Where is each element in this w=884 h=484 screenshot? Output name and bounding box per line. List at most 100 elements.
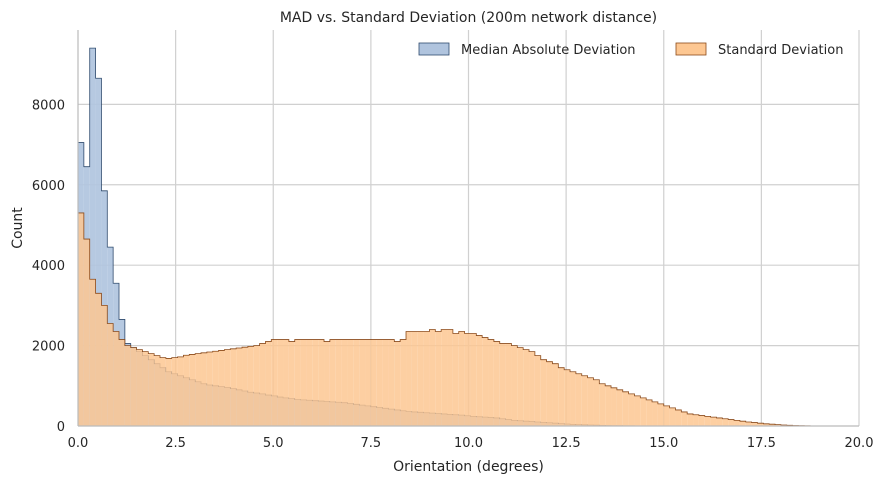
histogram-bar xyxy=(242,347,248,426)
series-outline xyxy=(77,212,859,427)
histogram-bar xyxy=(505,343,512,426)
chart-title: MAD vs. Standard Deviation (200m network… xyxy=(280,10,657,26)
x-tick-label: 0.0 xyxy=(68,436,89,451)
legend-item: Standard Deviation xyxy=(675,42,843,58)
histogram-bar xyxy=(564,369,571,426)
histogram-bar xyxy=(165,358,172,426)
histogram-bar xyxy=(376,339,383,426)
histogram-bar xyxy=(119,339,125,426)
histogram-bar xyxy=(89,48,96,426)
histogram-bar xyxy=(482,337,489,426)
histogram-bar xyxy=(458,331,465,426)
histogram-bar xyxy=(722,418,729,426)
y-tick-label: 6000 xyxy=(32,179,65,194)
histogram-bar xyxy=(148,353,155,426)
histogram-bar xyxy=(365,339,371,426)
histogram-bar xyxy=(640,397,647,426)
x-tick-label: 5.0 xyxy=(263,436,284,451)
histogram-bar xyxy=(616,389,623,426)
histogram-bar xyxy=(324,341,330,426)
x-tick-label: 17.5 xyxy=(747,436,776,451)
histogram-bar xyxy=(353,339,360,426)
legend-label: Standard Deviation xyxy=(718,43,843,58)
y-axis-title: Count xyxy=(10,207,26,249)
histogram-bar xyxy=(201,352,207,426)
histogram-bar xyxy=(429,329,436,426)
histogram-bar xyxy=(78,212,84,426)
x-axis-title: Orientation (degrees) xyxy=(393,459,544,475)
legend-label: Median Absolute Deviation xyxy=(461,43,636,58)
histogram-bar xyxy=(136,349,143,426)
histogram-bar xyxy=(488,339,494,426)
histogram-bar xyxy=(335,339,342,426)
histogram-bar xyxy=(370,339,377,426)
legend-item: Median Absolute Deviation xyxy=(418,42,636,58)
series-1 xyxy=(77,212,859,427)
histogram-bar xyxy=(130,347,137,426)
histogram-bar xyxy=(177,356,184,426)
histogram-bar xyxy=(95,78,102,426)
histogram-bar xyxy=(341,339,348,426)
histogram-bar xyxy=(124,345,131,426)
histogram-bar xyxy=(769,424,776,426)
histogram-bar xyxy=(663,405,670,426)
histogram-bar xyxy=(277,339,284,426)
histogram-bar xyxy=(728,419,735,426)
histogram-bar xyxy=(493,341,500,426)
histogram-bar xyxy=(452,333,459,426)
legend-swatch xyxy=(418,42,450,56)
y-tick-label: 4000 xyxy=(32,259,65,274)
legend: Median Absolute Deviation Standard Deviat… xyxy=(418,42,843,58)
histogram-bar xyxy=(441,329,448,426)
histogram-bar xyxy=(406,331,412,426)
histogram-bar xyxy=(195,353,202,426)
histogram-bar xyxy=(359,339,366,426)
histogram-bar xyxy=(464,333,471,426)
y-tick-label: 8000 xyxy=(32,98,65,113)
histogram-bar xyxy=(599,383,606,426)
histogram-bar xyxy=(499,343,506,426)
histogram-bar xyxy=(745,421,752,426)
histogram-bar xyxy=(101,305,108,426)
histogram-bar xyxy=(400,339,407,426)
histogram-bar xyxy=(154,355,161,426)
histogram-bar xyxy=(160,357,166,426)
histogram-bar xyxy=(558,367,565,426)
histogram-bar xyxy=(411,331,418,426)
histogram-bar xyxy=(189,354,196,426)
histogram-bar xyxy=(113,331,120,426)
x-tick-label: 2.5 xyxy=(165,436,186,451)
histogram-bar xyxy=(681,411,688,426)
x-tick-label: 15.0 xyxy=(649,436,678,451)
histogram-bar xyxy=(470,333,477,426)
histogram-bar xyxy=(294,339,301,426)
histogram-bar xyxy=(605,385,612,426)
histogram-bar xyxy=(534,355,541,426)
histogram-bar xyxy=(212,351,219,426)
histogram-bar xyxy=(763,423,770,426)
histogram-bar xyxy=(652,401,658,426)
histogram-bar xyxy=(253,345,260,426)
histogram-bar xyxy=(318,339,325,426)
histogram-bar xyxy=(107,323,114,426)
histogram-bar xyxy=(423,331,430,426)
histogram-bar xyxy=(511,345,518,426)
x-tick-label: 7.5 xyxy=(361,436,382,451)
histogram-bar xyxy=(675,409,682,426)
histogram-bar xyxy=(183,355,190,426)
histogram-bar xyxy=(646,399,653,426)
histogram-bar xyxy=(529,351,535,426)
histogram-bar xyxy=(388,339,395,426)
histogram-bar xyxy=(218,350,225,426)
histogram-bar xyxy=(634,395,641,426)
axes xyxy=(77,30,859,427)
histogram-bar xyxy=(517,347,524,426)
histogram-bar xyxy=(230,348,237,426)
x-tick-label: 20.0 xyxy=(845,436,874,451)
histogram-bar xyxy=(394,341,401,426)
histogram-bar xyxy=(382,339,389,426)
histogram-bar xyxy=(89,279,96,426)
histogram-bar xyxy=(570,371,576,426)
histogram-bar xyxy=(581,375,588,426)
